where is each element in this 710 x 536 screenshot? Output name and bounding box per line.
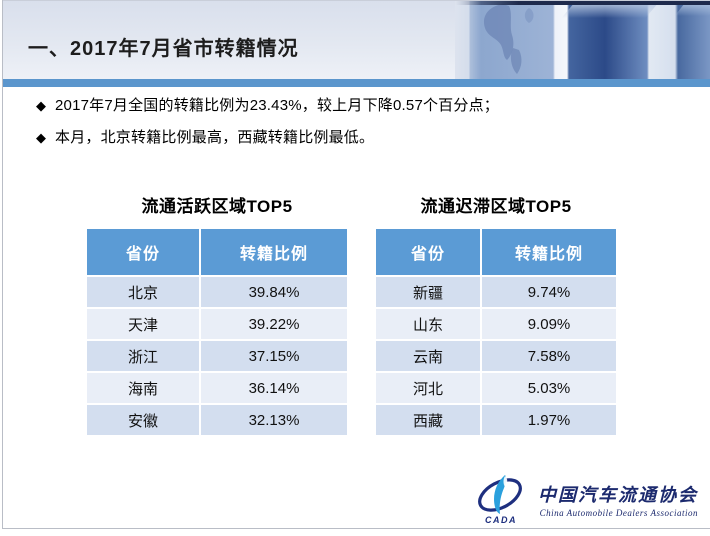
sluggish-regions-table: 省份 转籍比例 新疆 9.74% 山东 9.09% 云南 7.58% 河北 5.…	[376, 229, 616, 435]
table-cell-ratio: 9.09%	[482, 309, 616, 339]
column-header: 省份	[376, 229, 480, 275]
cube-highlight	[674, 5, 710, 16]
column-header: 转籍比例	[201, 229, 347, 275]
table-cell-province: 天津	[87, 309, 199, 339]
active-regions-table-title: 流通活跃区域TOP5	[141, 197, 293, 216]
accent-strip	[3, 79, 710, 87]
bullet-text: 2017年7月全国的转籍比例为23.43%，较上月下降0.57个百分点；	[55, 97, 499, 114]
cada-acronym: CADA	[485, 515, 517, 525]
table-cell-ratio: 36.14%	[201, 373, 347, 403]
banner-art-fade	[455, 1, 481, 80]
table-cell-ratio: 9.74%	[482, 277, 616, 307]
cada-logo-icon: CADA	[478, 475, 522, 525]
table-cell-ratio: 5.03%	[482, 373, 616, 403]
table-cell-province: 西藏	[376, 405, 480, 435]
table-cell-ratio: 1.97%	[482, 405, 616, 435]
bullet-text: 本月，北京转籍比例最高，西藏转籍比例最低。	[55, 129, 375, 146]
table-cell-ratio: 32.13%	[201, 405, 347, 435]
banner-top-edge	[455, 1, 710, 5]
banner-cubes-art	[455, 1, 710, 80]
diamond-bullet-icon: ◆	[36, 130, 46, 145]
table-cell-province: 云南	[376, 341, 480, 371]
slide-left-edge	[2, 0, 3, 529]
cada-logo-block: CADA 中国汽车流通协会 China Automobile Dealers A…	[472, 473, 698, 525]
org-name-english: China Automobile Dealers Association	[539, 507, 698, 518]
page-title: 一、2017年7月省市转籍情况	[28, 38, 299, 60]
title-banner: 一、2017年7月省市转籍情况	[3, 0, 710, 80]
bullet-item: ◆ 本月，北京转籍比例最高，西藏转籍比例最低。	[36, 127, 676, 149]
table-cell-province: 海南	[87, 373, 199, 403]
summary-bullets: ◆ 2017年7月全国的转籍比例为23.43%，较上月下降0.57个百分点； ◆…	[36, 95, 676, 159]
world-map-graphic	[483, 4, 534, 74]
sluggish-regions-table-title: 流通迟滞区域TOP5	[420, 197, 572, 216]
slide-bottom-edge	[2, 528, 710, 529]
table-cell-province: 新疆	[376, 277, 480, 307]
column-header: 省份	[87, 229, 199, 275]
cube-highlight	[561, 5, 657, 18]
org-name-chinese: 中国汽车流通协会	[538, 484, 698, 505]
table-cell-province: 河北	[376, 373, 480, 403]
org-name-text: 中国汽车流通协会 China Automobile Dealers Associ…	[538, 481, 698, 518]
active-regions-table: 省份 转籍比例 北京 39.84% 天津 39.22% 浙江 37.15% 海南…	[87, 229, 347, 435]
table-cell-ratio: 37.15%	[201, 341, 347, 371]
column-header: 转籍比例	[482, 229, 616, 275]
table-cell-ratio: 39.84%	[201, 277, 347, 307]
table-cell-ratio: 39.22%	[201, 309, 347, 339]
table-cell-province: 安徽	[87, 405, 199, 435]
bullet-item: ◆ 2017年7月全国的转籍比例为23.43%，较上月下降0.57个百分点；	[36, 95, 676, 117]
table-cell-ratio: 7.58%	[482, 341, 616, 371]
diamond-bullet-icon: ◆	[36, 98, 46, 113]
table-cell-province: 浙江	[87, 341, 199, 371]
table-cell-province: 北京	[87, 277, 199, 307]
table-cell-province: 山东	[376, 309, 480, 339]
